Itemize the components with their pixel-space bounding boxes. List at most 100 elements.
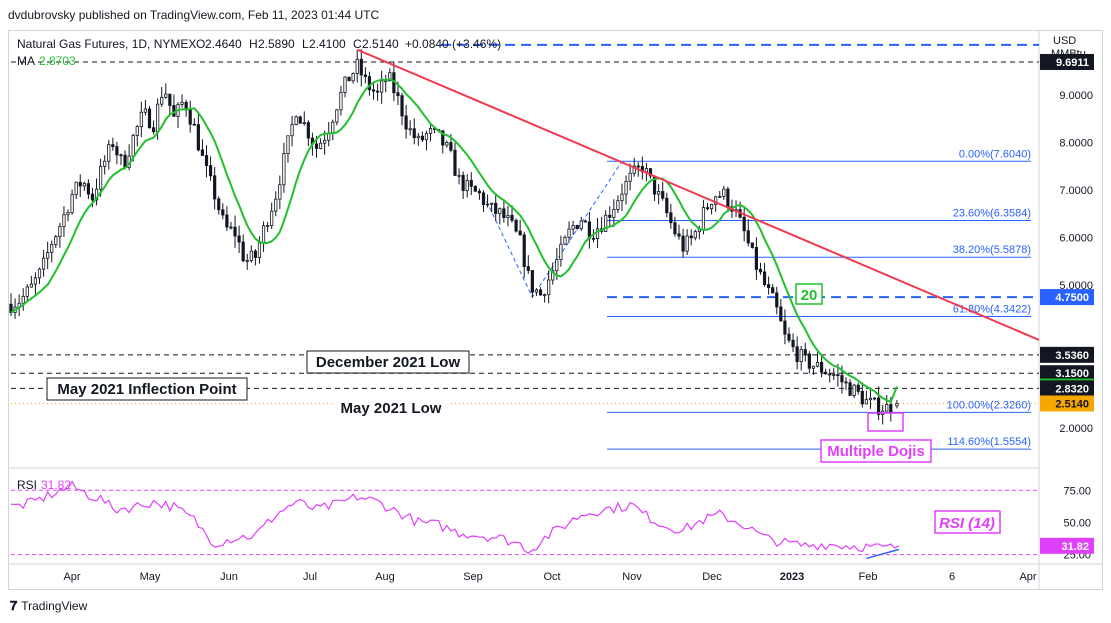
rsi-divergence-line [866,548,900,560]
candle-body [25,286,29,297]
candle-body [661,191,665,199]
axis-unit: MMBtu [1051,48,1086,60]
fib-level-label: 114.60%(1.5554) [947,436,1031,448]
candle-body [632,165,636,174]
ma-period-badge[interactable]: 20 [795,283,823,305]
annotation-rsi-title-text: RSI (14) [939,515,995,532]
candle-body [636,165,640,168]
candle-body [115,146,119,156]
annotation-may-2021-low[interactable]: May 2021 Low [332,397,450,419]
candle-body [872,397,877,400]
candle-body [791,339,795,348]
candle-body [828,373,832,376]
candle-body [221,209,225,216]
time-axis-label: Oct [543,571,560,583]
price-tag-label: 3.5360 [1055,350,1089,362]
annotation-may-2021-inflection[interactable]: May 2021 Inflection Point [46,377,248,401]
candle-body [567,228,571,238]
candle-body [575,225,579,230]
annotation-multiple-dojis[interactable]: Multiple Dojis [820,439,932,463]
candle-body [217,198,221,211]
chart-canvas[interactable]: 0.00%(7.6040) 23.60%(6.3584) 38.20%(5.5878… [9,31,1102,589]
attribution-text: dvdubrovsky published on TradingView.com… [8,8,380,22]
candle-body [41,257,46,270]
candle-body [420,135,424,141]
candle-body [620,193,624,202]
candle-body [404,115,408,130]
candle-body [266,225,270,227]
candle-body [323,139,327,144]
candle-body [388,72,392,82]
moving-average-line [10,78,898,404]
price-tag-bg [1040,53,1094,70]
candlestick-series[interactable] [9,49,899,425]
ohlc-change: +0.0840 (+3.46%) [405,37,501,51]
candle-body [66,212,70,216]
candle-body [481,192,486,206]
candle-body [286,135,290,155]
candle-body [714,196,718,205]
candle-body [779,306,783,322]
candle-body [563,236,567,245]
candle-body [485,203,490,206]
time-axis-label: Nov [622,571,642,583]
candle-body [302,122,306,125]
trendline[interactable] [356,48,1040,341]
time-axis-label: Aug [375,571,395,583]
fibonacci-retracement[interactable]: 0.00%(7.6040) 23.60%(6.3584) 38.20%(5.5878… [483,148,1031,450]
candle-body [99,165,103,190]
candle-body [754,247,759,270]
candle-body [78,181,82,187]
price-tag-bg [1040,346,1094,363]
price-tag-bg [1040,289,1094,306]
candle-body [151,127,156,133]
candle-body [701,207,706,231]
candle-body [803,349,807,355]
trendline-line [356,48,1040,341]
candle-body [771,287,775,294]
annotation-multiple-dojis-text: Multiple Dojis [827,443,925,460]
rsi-level-label: 50.00 [1063,517,1091,529]
candle-body [832,374,836,376]
candle-body [538,289,543,296]
candle-body [367,76,372,91]
footer-brand[interactable]: 𝟕 TradingView [10,598,87,614]
candle-body [237,235,241,243]
annotation-rsi-title[interactable]: RSI (14) [934,510,1001,534]
doji-highlight[interactable] [867,412,904,432]
candle-body [424,132,429,141]
candle-body [86,183,90,195]
candle-body [180,101,184,105]
candle-body [225,214,229,228]
candle-body [852,384,856,396]
candle-body [461,174,465,191]
price-tag-label: 4.7500 [1055,292,1089,304]
fib-level-label: 23.60%(6.3584) [953,208,1031,220]
candle-body [555,259,559,272]
rsi-legend-label[interactable]: RSI [17,478,37,492]
ohlc-low-label: L [302,37,309,51]
candle-body [208,165,213,177]
candle-body [119,154,123,157]
moving-average-series[interactable] [10,78,898,404]
candle-body [534,289,539,293]
annotation-dec-2021-low[interactable]: December 2021 Low [306,350,470,374]
candle-body [746,230,750,244]
chart-frame[interactable]: 0.00%(7.6040) 23.60%(6.3584) 38.20%(5.5878… [8,30,1103,590]
candle-body [506,214,510,219]
candle-body [441,130,445,146]
price-tag-label: 2.5140 [1055,398,1089,410]
candle-body [657,191,661,195]
candle-body [9,303,13,313]
ohlc-high-label: H [249,37,258,51]
symbol-title[interactable]: Natural Gas Futures, 1D, NYMEX [17,37,196,51]
time-axis[interactable]: Apr May Jun Jul Aug Sep Oct Nov Dec 2023 Feb 6 Apr [63,571,1036,583]
candle-body [339,92,343,111]
candle-body [90,193,95,201]
candle-body [864,399,868,405]
candle-body [502,208,506,219]
ma-legend-label[interactable]: MA [17,54,35,68]
candle-body [335,109,339,123]
candle-body [343,76,347,93]
